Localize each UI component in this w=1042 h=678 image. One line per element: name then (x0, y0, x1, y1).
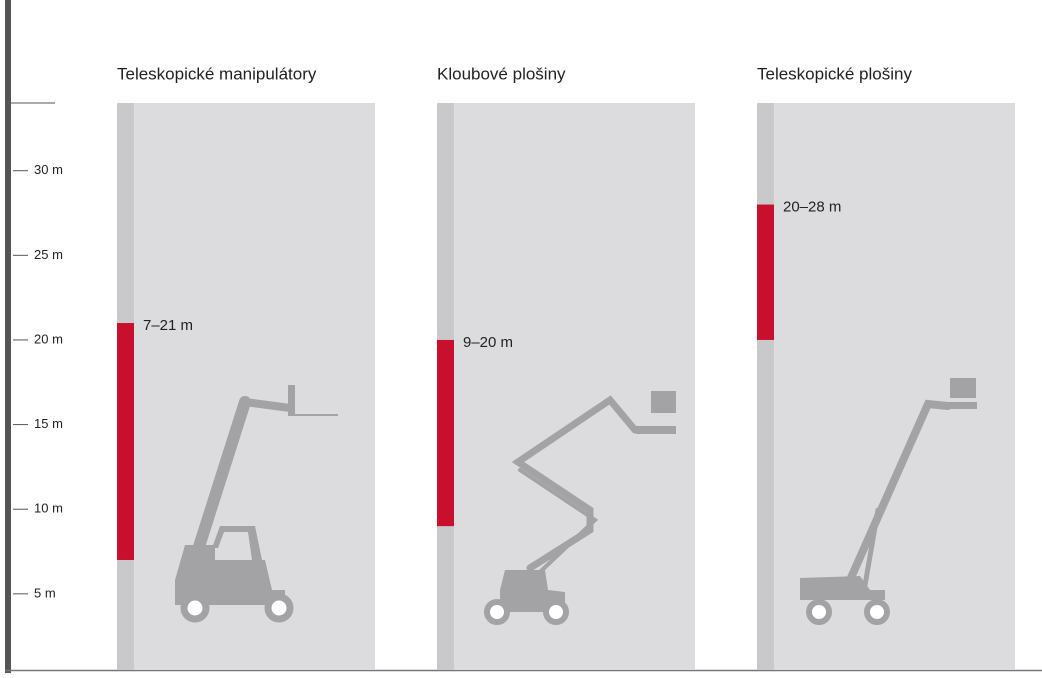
range-bar (757, 205, 774, 340)
y-tick-label: 20 m (34, 331, 63, 346)
y-tick-label: 5 m (34, 585, 56, 600)
category-title: Kloubové plošiny (437, 64, 566, 83)
category-title: Teleskopické plošiny (757, 64, 912, 83)
scale-strip (757, 103, 774, 670)
y-tick-label: 30 m (34, 162, 63, 177)
category-title: Teleskopické manipulátory (117, 64, 317, 83)
y-tick-label: 10 m (34, 501, 63, 516)
panel (757, 103, 1015, 670)
range-bar (437, 340, 454, 526)
page: {"chart_data": {"type": "range", "catego… (0, 0, 1042, 673)
range-bar (117, 323, 134, 560)
axis-bar (5, 0, 11, 673)
range-label: 9–20 m (463, 334, 513, 351)
range-label: 20–28 m (783, 199, 841, 216)
chart: 5 m 10 m 15 m 20 m 25 m 30 m Teleskopické mani… (0, 0, 1042, 673)
panel (437, 103, 695, 670)
range-label: 7–21 m (143, 317, 193, 334)
y-tick-label: 15 m (34, 416, 63, 431)
y-tick-label: 25 m (34, 247, 63, 262)
